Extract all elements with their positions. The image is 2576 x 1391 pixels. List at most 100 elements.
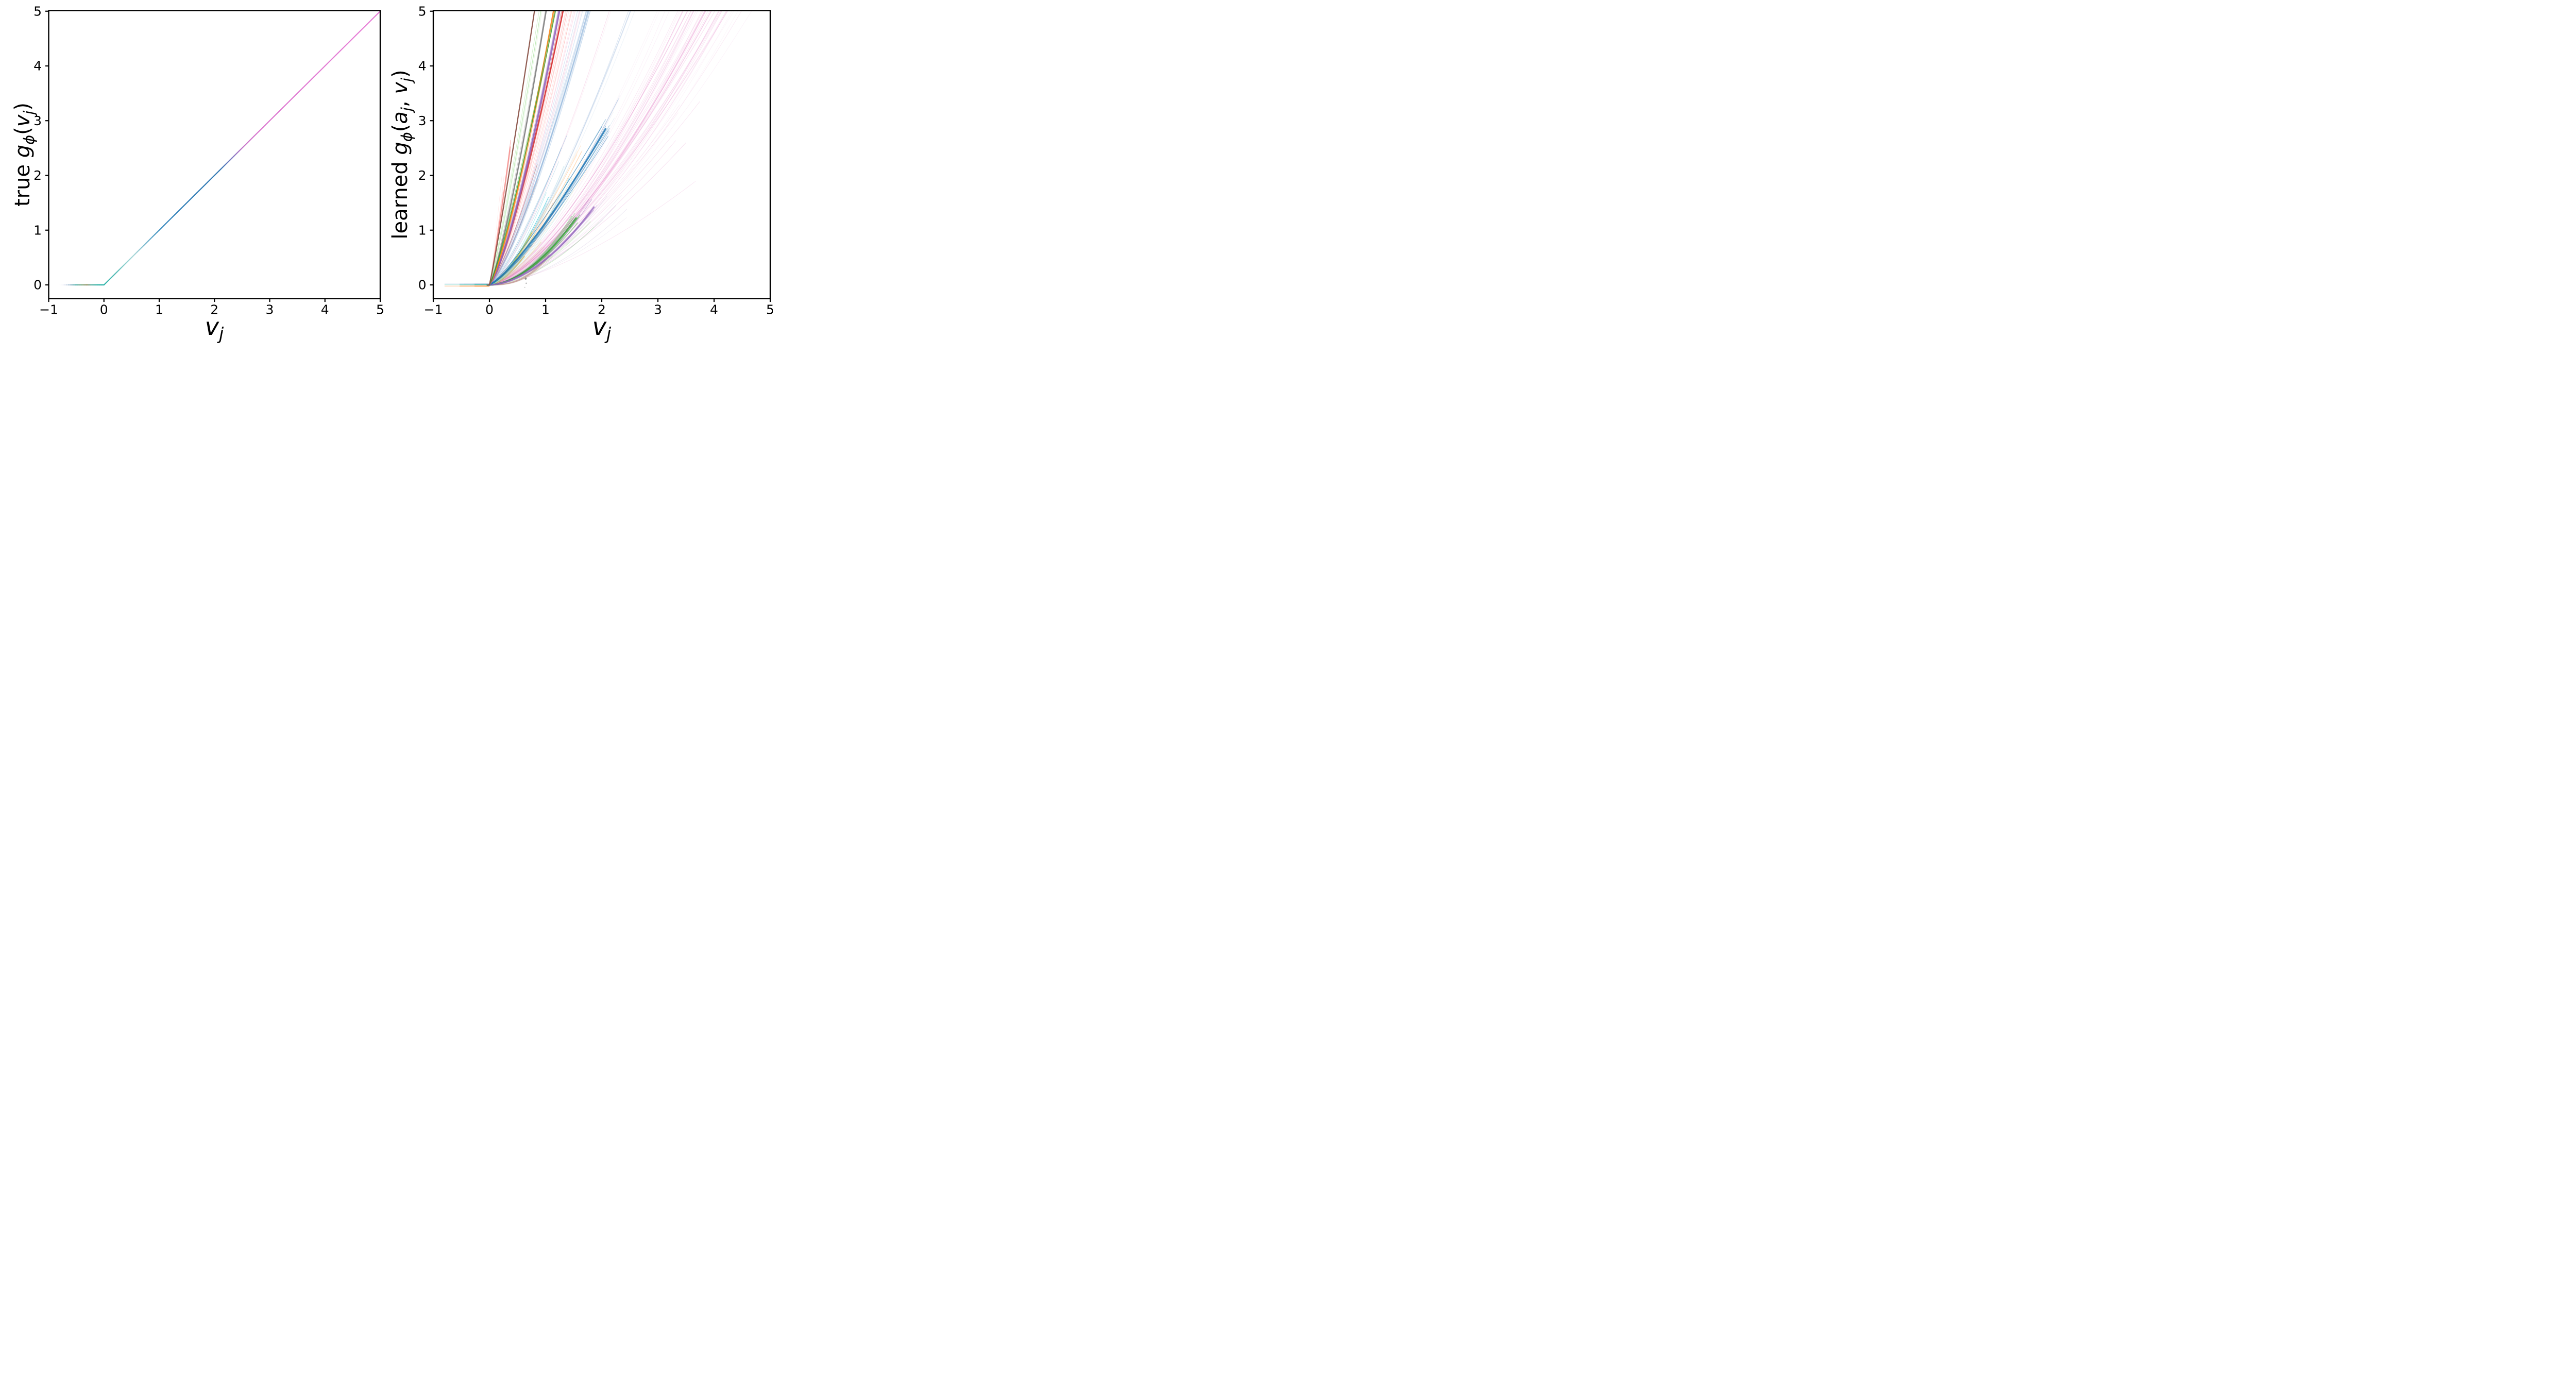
learned-curve-magenta-main-band: [487, 10, 705, 285]
learned-curve-pink-fan-steep: [487, 10, 581, 285]
learned-curve-brown-steep: [488, 10, 535, 285]
x-tick-label: −1: [39, 302, 58, 317]
x-tick-label: 5: [766, 302, 773, 317]
learned-curve-magenta-main-band: [489, 10, 722, 285]
learned-curve-magenta-main-band: [488, 10, 712, 285]
learned-curve-dark-blue-bundle: [488, 136, 608, 285]
learned-curve-gray-steep: [487, 10, 546, 285]
learned-curve-magenta-main-band: [487, 10, 704, 285]
learned-curve-medium-blue-band: [487, 10, 587, 285]
learned-curve-periwinkle-strands: [487, 10, 580, 285]
learned-curve-medium-blue-band: [488, 10, 591, 285]
learned-curve-magenta-sparse-right: [487, 10, 735, 285]
learned-curve-purple-thick-low: [489, 212, 589, 285]
learned-curve-purple-steep: [489, 10, 561, 285]
learned-curve-purple-steep: [487, 10, 559, 285]
learned-curve-lavender-tips: [487, 209, 628, 285]
learned-curve-magenta-main-band: [487, 10, 712, 285]
learned-curve-medium-blue-band: [488, 10, 591, 285]
learned-curve-magenta-main-band: [487, 10, 699, 285]
learned-curve-dark-blue-bundle: [487, 119, 606, 285]
learned-curve-purple-steep: [488, 10, 560, 285]
learned-curve-dark-blue-bundle: [488, 125, 609, 285]
learned-curve-purple-steep: [487, 10, 559, 285]
x-tick-label: 3: [654, 302, 662, 317]
learned-curve-magenta-main-band: [488, 10, 719, 285]
learned-curve-magenta-main-band: [488, 10, 702, 285]
stray-dot: [524, 277, 527, 280]
learned-curve-cyan-band: [486, 177, 570, 286]
axis-label: vj: [205, 313, 224, 344]
learned-curve-sky-thin: [487, 146, 563, 285]
learned-curve-maroon-wisps: [487, 179, 539, 285]
y-tick-label: 0: [418, 278, 427, 293]
x-tick-label: 0: [100, 302, 108, 317]
learned-curve-magenta-main-band: [488, 10, 694, 285]
learned-curve-faint-pink-singles: [488, 10, 612, 285]
learned-curve-purple-steep: [488, 10, 561, 286]
y-tick-label: 5: [33, 4, 42, 19]
learned-curve-sky-thin: [487, 147, 562, 285]
y-tick-label: 3: [418, 113, 427, 128]
learned-curve-magenta-sparse-left: [489, 10, 680, 285]
learned-curve-medium-blue-band: [488, 10, 589, 285]
y-tick-label: 1: [418, 223, 427, 238]
x-tick-label: 4: [321, 302, 329, 317]
learned-curve-magenta-main-band: [488, 10, 709, 285]
axes-spines: [48, 10, 381, 299]
x-tick-label: 3: [266, 302, 274, 317]
learned-curve-medium-blue-band: [488, 10, 589, 286]
learned-curve-purple-steep: [488, 10, 560, 285]
learned-curve-purple-thick-low: [487, 205, 598, 285]
learned-curve-magenta-main-band: [488, 10, 727, 285]
learned-curve-magenta-sparse-left: [487, 10, 670, 285]
learned-curve-dark-blue-bundle: [487, 126, 603, 285]
learned-curve-purple-thick-low: [488, 199, 589, 285]
true-gate-plot: −1 0 1 2 3 4 5 0 1 2 3 4 5 vj true gϕ(vj): [11, 4, 384, 344]
learned-curve-magenta-main-band: [489, 10, 683, 285]
learned-curve-purple-steep: [488, 10, 560, 285]
learned-curve-purple-steep: [487, 10, 561, 285]
learned-curve-pink-fan-steep: [487, 10, 580, 285]
learned-curve-steel-blue-band: [488, 10, 631, 285]
y-tick-label: 4: [418, 59, 427, 74]
learned-curve-purple-thick-low: [488, 210, 594, 285]
learned-curve-medium-blue-band: [488, 10, 590, 285]
x-tick-label: −1: [424, 302, 443, 317]
learned-curve-rosy-steep: [488, 10, 572, 285]
figure: −1 0 1 2 3 4 5 0 1 2 3 4 5 vj true gϕ(vj) −1 0 1 2 3 4 5 0 1 2 3…: [0, 0, 773, 348]
learned-curve-magenta-main-band: [488, 10, 684, 285]
learned-curve-dark-blue-bundle: [488, 128, 610, 285]
learned-curve-magenta-main-band: [487, 10, 694, 285]
learned-curve-light-green-steep: [487, 10, 543, 285]
learned-curve-periwinkle-strands: [487, 10, 583, 285]
learned-curve-magenta-main-band: [487, 10, 723, 285]
learned-curve-medium-blue-band: [488, 10, 587, 285]
learned-curve-cyan-band: [487, 165, 564, 285]
x-tick-label: 4: [710, 302, 718, 317]
learned-curve-magenta-main-band: [488, 10, 711, 285]
learned-curve-magenta-sparse-left: [488, 10, 681, 285]
learned-curve-cyan-band: [488, 190, 574, 285]
y-tick-label: 4: [33, 59, 42, 74]
x-tick-label: 1: [155, 302, 163, 317]
learned-curve-steel-blue-tips: [487, 100, 618, 285]
learned-curve-lavender-tips: [488, 217, 627, 285]
y-tick-label: 1: [33, 223, 42, 238]
learned-curve-medium-blue-band: [487, 10, 590, 285]
learned-curve-magenta-main-band: [488, 10, 720, 285]
learned-curve-dark-blue-bundle: [488, 130, 608, 285]
learned-curve-purple-thick-low: [488, 199, 592, 285]
learned-curve-magenta-main-band: [487, 10, 697, 285]
x-tick-label: 2: [210, 302, 218, 317]
learned-curve-magenta-main-band: [487, 10, 691, 285]
x-tick-label: 1: [541, 302, 550, 317]
learned-curve-pink-fan-steep: [488, 10, 582, 285]
learned-curve-purple-thick-low: [488, 210, 593, 285]
learned-curve-magenta-main-band: [489, 10, 722, 285]
stray-dot: [526, 282, 527, 284]
learned-curve-magenta-main-band: [487, 10, 706, 285]
learned-gate-plot: −1 0 1 2 3 4 5 0 1 2 3 4 5 vj learned gϕ(aj, vj): [388, 4, 773, 344]
learned-curve-magenta-main-band: [487, 10, 706, 285]
learned-curve-pink-fan-steep: [487, 10, 574, 285]
